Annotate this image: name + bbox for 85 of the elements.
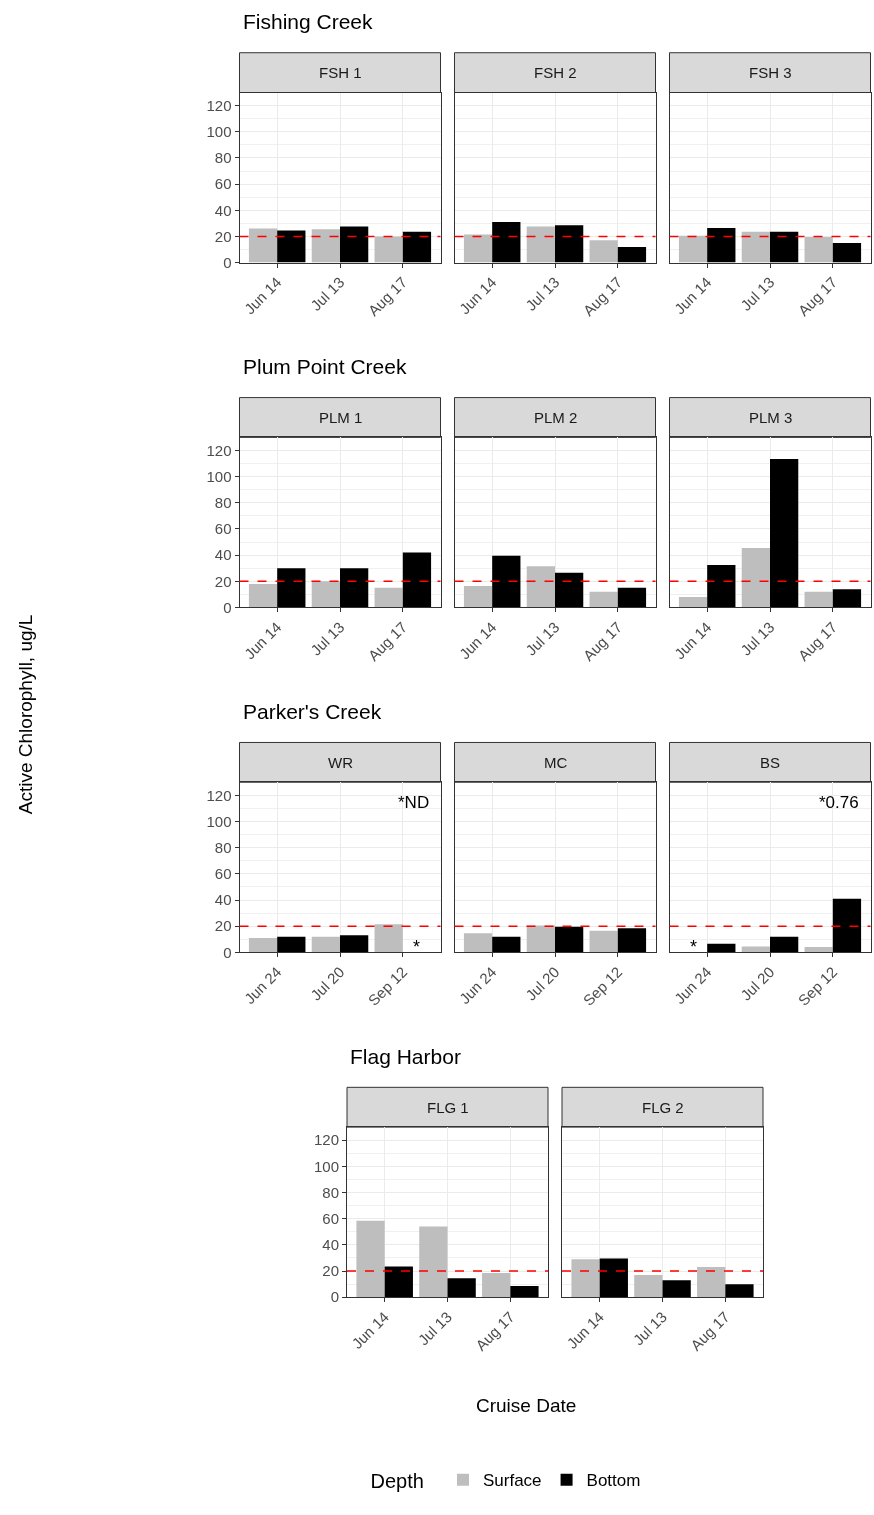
x-axis-title: Cruise Date <box>476 1395 577 1416</box>
y-tick-label: 80 <box>214 149 232 167</box>
y-tick-label: 120 <box>313 1131 339 1149</box>
x-tick-label: Jul 20 <box>522 963 563 1004</box>
x-tick-label: Jul 20 <box>307 963 348 1004</box>
x-tick-label: Aug 17 <box>579 618 626 665</box>
y-tick-label: 80 <box>214 838 232 856</box>
annotation: *0.76 <box>819 793 859 812</box>
x-tick-label: Aug 17 <box>794 618 841 665</box>
x-tick-label: Jul 13 <box>629 1308 670 1349</box>
y-tick-label: 120 <box>206 441 232 459</box>
y-tick-label: 40 <box>214 891 232 909</box>
chart-subtitle: FSH 1 <box>319 64 362 81</box>
x-tick-label: Jun 14 <box>240 618 285 663</box>
x-tick-label: Jul 13 <box>414 1308 455 1349</box>
annotation: * <box>690 937 698 957</box>
x-tick-label: Sep 12 <box>579 963 626 1009</box>
chart-subtitle: FSH 3 <box>749 64 792 81</box>
y-tick-label: 120 <box>206 786 232 804</box>
annotation: * <box>413 937 421 957</box>
chart-subtitle: WR <box>328 754 354 771</box>
x-tick-label: Jun 24 <box>240 963 285 1008</box>
x-tick-label: Aug 17 <box>364 618 411 665</box>
x-tick-label: Jun 14 <box>670 618 715 663</box>
x-tick-label: Jun 24 <box>670 963 715 1008</box>
x-tick-label: Jun 14 <box>348 1308 393 1352</box>
y-tick-label: 0 <box>330 1288 339 1306</box>
y-tick-label: 40 <box>322 1236 339 1254</box>
chart-subtitle: BS <box>760 754 781 771</box>
chart-subtitle: MC <box>544 754 568 771</box>
legend-label: Surface <box>482 1471 542 1491</box>
x-tick-label: Sep 12 <box>794 963 841 1009</box>
y-tick-label: 100 <box>206 467 232 485</box>
y-tick-label: 80 <box>322 1183 339 1201</box>
y-tick-label: 40 <box>214 201 232 219</box>
y-tick-label: 80 <box>214 494 232 512</box>
legend-label: Bottom <box>586 1471 641 1491</box>
chart-title: Plum Point Creek <box>243 355 407 378</box>
x-tick-label: Aug 17 <box>579 273 626 320</box>
chart-subtitle: FLG 1 <box>427 1099 469 1116</box>
y-tick-label: 60 <box>214 175 232 193</box>
x-tick-label: Jul 13 <box>737 618 778 659</box>
chart-title: Parker's Creek <box>243 700 382 723</box>
y-axis-title: Active Chlorophyll, ug/L <box>14 614 36 815</box>
chart-subtitle: PLM 3 <box>749 409 793 426</box>
x-tick-label: Aug 17 <box>687 1308 733 1354</box>
x-tick-label: Aug 17 <box>794 273 841 320</box>
legend-title: Depth <box>370 1470 435 1493</box>
y-tick-label: 0 <box>223 253 232 271</box>
y-tick-label: 60 <box>214 865 232 883</box>
x-tick-label: Sep 12 <box>364 963 411 1009</box>
x-tick-label: Jun 24 <box>455 963 500 1008</box>
y-tick-label: 100 <box>206 123 232 141</box>
x-tick-label: Jun 14 <box>240 273 285 318</box>
annotation: *ND <box>398 793 430 812</box>
x-tick-label: Aug 17 <box>472 1308 518 1354</box>
y-tick-label: 60 <box>322 1209 339 1227</box>
chart-subtitle: FSH 2 <box>534 64 577 81</box>
chart-subtitle: PLM 1 <box>319 409 363 426</box>
y-tick-label: 20 <box>322 1262 339 1280</box>
chart-title: Flag Harbor <box>350 1045 461 1068</box>
x-tick-label: Jun 14 <box>670 273 715 318</box>
y-tick-label: 20 <box>214 572 232 590</box>
chart-subtitle: PLM 2 <box>534 409 578 426</box>
x-tick-label: Jun 14 <box>563 1308 608 1352</box>
x-tick-label: Aug 17 <box>364 273 411 320</box>
chart-title: Fishing Creek <box>243 10 374 33</box>
y-tick-label: 40 <box>214 546 232 564</box>
x-tick-label: Jul 20 <box>737 963 778 1004</box>
y-tick-label: 100 <box>206 812 232 830</box>
x-tick-label: Jul 13 <box>737 273 778 314</box>
y-tick-label: 120 <box>206 96 232 114</box>
y-tick-label: 0 <box>223 943 232 961</box>
chart-subtitle: FLG 2 <box>642 1099 684 1116</box>
y-tick-label: 100 <box>313 1157 339 1175</box>
x-tick-label: Jul 13 <box>307 618 348 659</box>
x-tick-label: Jul 13 <box>522 273 563 314</box>
y-tick-label: 20 <box>214 227 232 245</box>
y-tick-label: 0 <box>223 598 232 616</box>
y-tick-label: 20 <box>214 917 232 935</box>
x-tick-label: Jun 14 <box>455 273 500 318</box>
x-tick-label: Jul 13 <box>307 273 348 314</box>
x-tick-label: Jun 14 <box>455 618 500 663</box>
x-tick-label: Jul 13 <box>522 618 563 659</box>
y-tick-label: 60 <box>214 520 232 538</box>
